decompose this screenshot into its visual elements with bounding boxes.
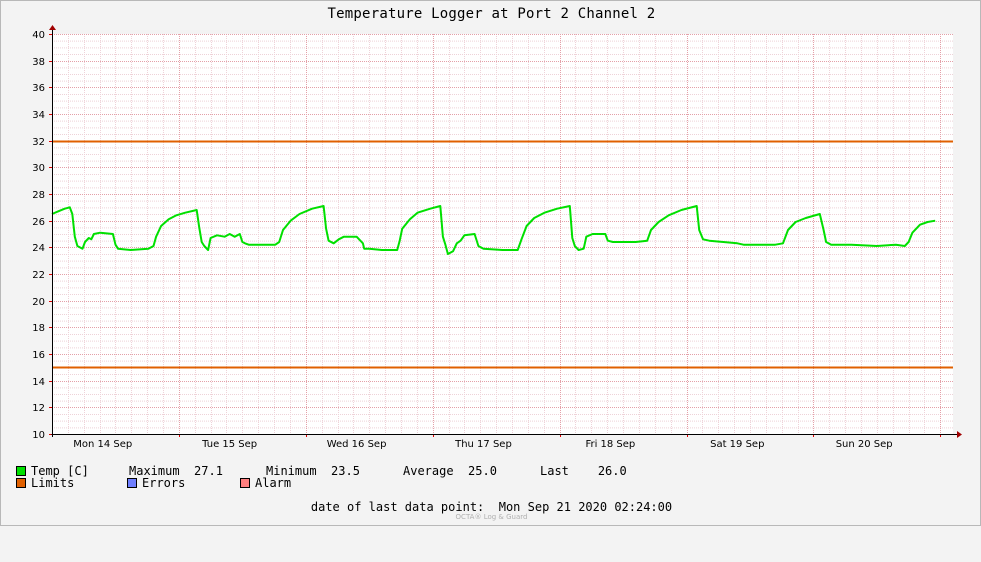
stat-minimum: Minimum 23.5 xyxy=(266,464,360,478)
y-tick-label: 24 xyxy=(32,243,45,254)
last-data-point: date of last data point: Mon Sep 21 2020… xyxy=(1,500,981,514)
y-tick-label: 32 xyxy=(32,137,45,148)
y-tick-label: 30 xyxy=(32,163,45,174)
legend-errors-label: Errors xyxy=(142,476,186,490)
stat-last-value: 26.0 xyxy=(597,464,627,478)
y-tick-label: 22 xyxy=(32,270,45,281)
stat-last: Last 26.0 xyxy=(540,464,627,478)
axes xyxy=(49,25,962,438)
series-temp-line xyxy=(51,205,936,255)
x-tick-label: Thu 17 Sep xyxy=(454,439,512,450)
x-tick-labels: Mon 14 Sep Tue 15 Sep Wed 16 Sep Thu 17 Sep… xyxy=(73,439,892,450)
stat-average-label: Average xyxy=(403,464,454,478)
legend-alarm-swatch xyxy=(240,478,250,488)
legend-row-markers: Limits Errors Alarm xyxy=(16,476,291,490)
y-tick-label: 18 xyxy=(32,323,45,334)
legend-temp-swatch xyxy=(16,466,26,476)
legend-temp-label: Temp [C] xyxy=(31,464,89,478)
stat-maximum: Maximum 27.1 xyxy=(129,464,223,478)
stat-maximum-value: 27.1 xyxy=(194,464,223,478)
chart-title: Temperature Logger at Port 2 Channel 2 xyxy=(327,6,656,22)
major-grid xyxy=(52,34,953,434)
x-tick-label: Sun 20 Sep xyxy=(836,439,893,450)
y-tick-label: 40 xyxy=(32,30,45,41)
legend-alarm: Alarm xyxy=(240,476,291,490)
y-tick-label: 34 xyxy=(32,110,45,121)
y-tick-label: 10 xyxy=(32,430,45,441)
y-tick-label: 16 xyxy=(32,350,45,361)
chart-window: Temperature Logger at Port 2 Channel 2 1… xyxy=(0,0,981,526)
y-axis-arrow xyxy=(49,25,56,30)
x-tick-label: Wed 16 Sep xyxy=(327,439,387,450)
legend-temp: Temp [C] xyxy=(16,464,89,478)
y-tick-label: 26 xyxy=(32,217,45,228)
x-tick-label: Sat 19 Sep xyxy=(710,439,764,450)
stat-minimum-value: 23.5 xyxy=(331,464,360,478)
last-data-point-label: date of last data point: xyxy=(310,500,485,514)
y-tick-label: 20 xyxy=(32,297,45,308)
legend-alarm-label: Alarm xyxy=(255,476,292,490)
legend-errors: Errors xyxy=(127,476,185,490)
legend-row-stats: Temp [C] Maximum 27.1 Minimum 23.5 Avera… xyxy=(16,464,627,478)
stat-average-value: 25.0 xyxy=(468,464,497,478)
stat-average: Average 25.0 xyxy=(403,464,497,478)
legend-limits-label: Limits xyxy=(31,476,75,490)
x-tick-label: Mon 14 Sep xyxy=(73,439,132,450)
legend-limits: Limits xyxy=(16,476,74,490)
x-tick-label: Tue 15 Sep xyxy=(201,439,257,450)
stat-last-label: Last xyxy=(540,464,569,478)
y-tick-label: 36 xyxy=(32,83,45,94)
legend-errors-swatch xyxy=(127,478,137,488)
y-tick-label: 12 xyxy=(32,403,45,414)
plot-area: 10 12 14 16 18 20 22 24 26 28 30 32 34 36 38 40 Mon 14 … xyxy=(32,25,962,450)
limit-lines xyxy=(52,140,953,369)
legend-limits-swatch xyxy=(16,478,26,488)
x-tick-label: Fri 18 Sep xyxy=(585,439,635,450)
stat-maximum-label: Maximum xyxy=(129,464,180,478)
last-data-point-value: Mon Sep 21 2020 02:24:00 xyxy=(498,500,673,514)
watermark: OCTA® Log & Guard xyxy=(455,513,528,521)
y-tick-label: 28 xyxy=(32,190,45,201)
y-tick-label: 14 xyxy=(32,377,45,388)
y-tick-label: 38 xyxy=(32,57,45,68)
x-axis-arrow xyxy=(957,431,962,438)
stat-minimum-label: Minimum xyxy=(266,464,317,478)
y-tick-labels: 10 12 14 16 18 20 22 24 26 28 30 32 34 36 38 40 xyxy=(32,30,45,441)
